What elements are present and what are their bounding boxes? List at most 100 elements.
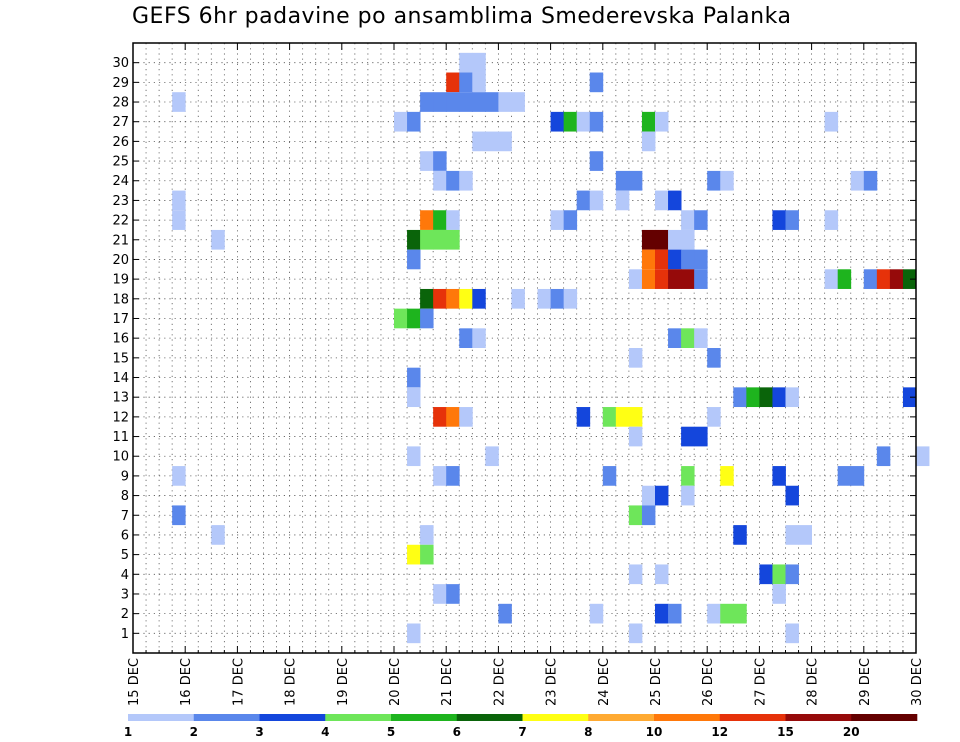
heatmap-cell [446,407,460,427]
heatmap-cell [459,407,473,427]
colorbar-label: 5 [387,725,395,739]
heatmap-cell [707,170,721,191]
heatmap-cell [733,525,747,545]
y-tick-label: 20 [112,253,129,268]
y-tick-label: 12 [112,410,129,425]
heatmap-cell [876,446,891,467]
heatmap-cell [472,92,486,112]
heatmap-cell [681,328,695,348]
heatmap-cell [889,269,904,289]
heatmap-cell [459,52,473,73]
y-tick-label: 11 [112,430,129,445]
heatmap-cell [407,387,421,408]
heatmap-cell [707,407,721,427]
heatmap-cell [798,525,812,545]
colorbar-label: 10 [646,725,663,739]
heatmap-cell [394,308,408,329]
x-tick-label: 18 DEC [284,658,299,706]
heatmap-cell [681,269,695,289]
x-tick-label: 19 DEC [336,658,351,706]
y-tick-label: 9 [121,469,129,484]
colorbar-label: 4 [321,725,329,739]
heatmap-cell [655,190,669,211]
heatmap-cell [407,367,421,388]
colorbar-segment [785,714,852,721]
colorbar: 1 2 3 4 5 6 7 8 10 12 15 20 [124,714,918,739]
heatmap-cell [446,72,460,93]
heatmap-cell [628,564,643,585]
heatmap-cell [655,249,669,270]
heatmap-cell [668,328,682,348]
y-tick-label: 14 [112,371,129,386]
heatmap-cell [433,170,447,191]
heatmap-cell [772,584,786,604]
heatmap-cell [628,407,643,427]
y-tick-label: 7 [121,509,129,524]
heatmap-cell [876,269,891,289]
heatmap-cell [746,387,760,408]
x-tick-label: 22 DEC [492,658,507,706]
x-tick-label: 27 DEC [753,658,768,706]
heatmap-cell [681,466,695,486]
heatmap-cell [550,210,565,230]
heatmap-cell [668,249,682,270]
heatmap-cell [772,466,786,486]
heatmap-cell [641,131,656,152]
heatmap-cell [615,407,630,427]
heatmap-cell [824,269,839,289]
colorbar-label: 2 [190,725,198,739]
heatmap-cell [576,407,591,427]
heatmap-cell [733,603,747,624]
y-tick-label: 10 [112,450,129,465]
plot-frame [132,42,917,654]
heatmap-cell [681,229,695,250]
heatmap-cell [407,308,421,329]
heatmap-cell [446,210,460,230]
heatmap-cell [668,229,682,250]
heatmap-cell [628,269,643,289]
y-tick-label: 4 [121,568,129,583]
heatmap-cell [576,111,591,132]
heatmap-cell [550,111,565,132]
heatmap-cell [628,170,643,191]
colorbar-segment [391,714,458,721]
grid-lines [133,43,916,653]
heatmap-cell [446,229,460,250]
heatmap-cell [707,603,721,624]
y-tick-label: 30 [112,56,129,71]
heatmap-cell [641,111,656,132]
heatmap-cell [628,348,643,368]
colorbar-segment [128,714,195,721]
heatmap-cell [785,564,799,585]
heatmap-cell [172,505,186,526]
y-tick-label: 19 [112,273,129,288]
heatmap-cell [850,466,865,486]
colorbar-segment [851,714,918,721]
y-tick-label: 6 [121,528,129,543]
heatmap-cell [668,603,682,624]
heatmap-cell [720,466,734,486]
heatmap-cell [407,229,421,250]
heatmap-cell [563,210,578,230]
y-tick-label: 21 [112,233,129,248]
x-tick-label: 26 DEC [701,658,716,706]
colorbar-segment [588,714,655,721]
heatmap-cell [694,426,708,447]
heatmap-cell [211,525,225,545]
heatmap-cell [485,92,499,112]
heatmap-cell [628,505,643,526]
heatmap-cell [707,348,721,368]
y-tick-label: 1 [121,627,129,642]
x-tick-label: 21 DEC [440,658,455,706]
x-tick-label: 29 DEC [858,658,873,706]
heatmap-cell [668,269,682,289]
y-tick-label: 3 [121,587,129,602]
heatmap-cell [602,407,617,427]
heatmap-cell [628,426,643,447]
y-tick-label: 8 [121,489,129,504]
colorbar-segment [719,714,786,721]
colorbar-label: 7 [518,725,526,739]
heatmap-cell [537,288,551,309]
heatmap-cell [863,269,878,289]
x-tick-label: 30 DEC [910,658,925,706]
